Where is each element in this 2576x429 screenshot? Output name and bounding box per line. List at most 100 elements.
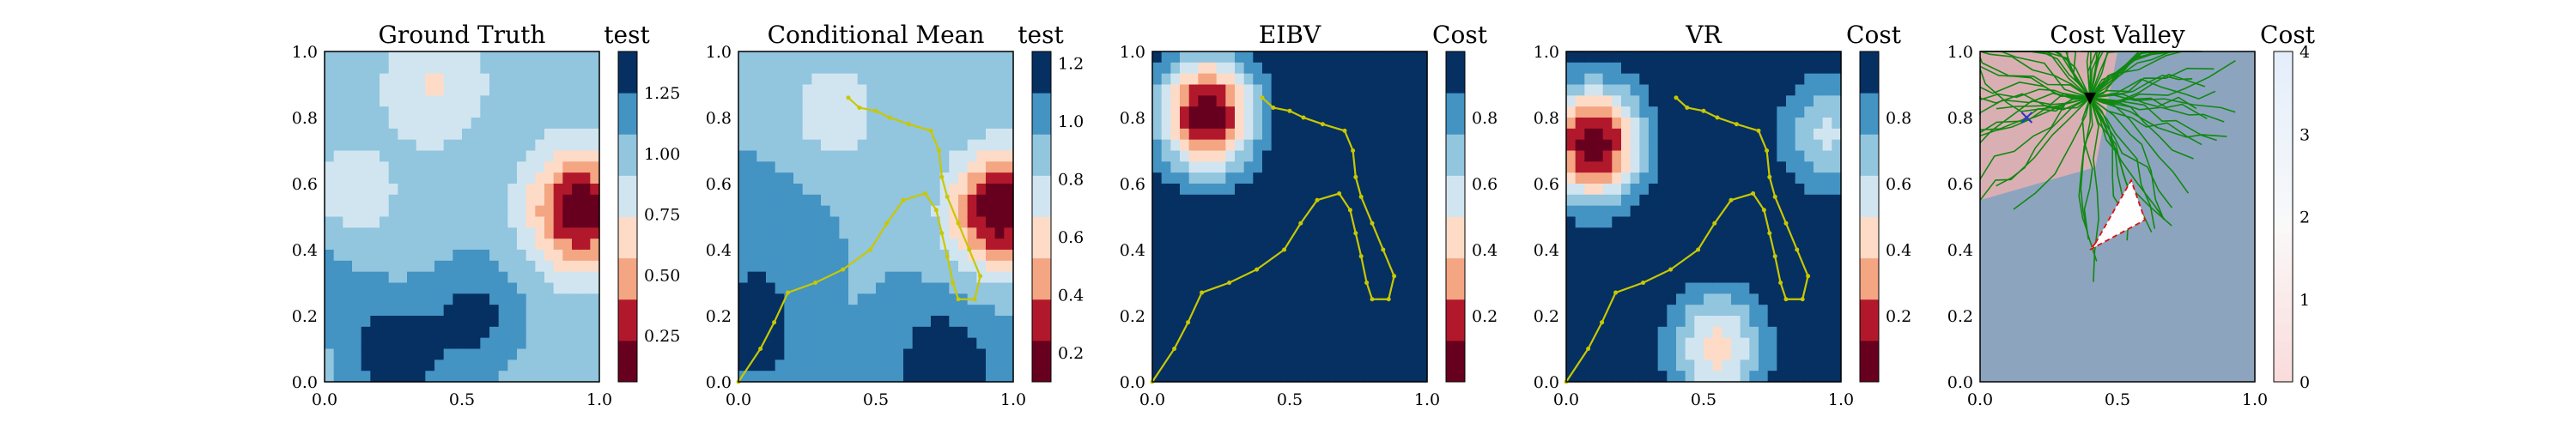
heatmap-cell [480, 326, 490, 339]
heatmap-cell [1704, 95, 1714, 107]
heatmap-cell [1749, 106, 1759, 118]
heatmap-cell [553, 118, 563, 130]
heatmap-cell [1180, 305, 1190, 317]
colorbar-label: test [604, 21, 650, 49]
heatmap-cell [1400, 239, 1410, 251]
heatmap-cell [553, 271, 563, 284]
heatmap-cell [434, 194, 445, 207]
heatmap-cell [1731, 360, 1741, 372]
heatmap-cell [876, 51, 886, 63]
heatmap-cell [407, 128, 417, 141]
heatmap-cell [848, 161, 859, 173]
heatmap-cell [1235, 305, 1245, 317]
heatmap-cell [325, 227, 335, 239]
heatmap-cell [416, 260, 426, 273]
heatmap-cell [1152, 260, 1163, 273]
heatmap-cell [1280, 316, 1291, 328]
heatmap-cell [1408, 348, 1419, 360]
heatmap-cell [517, 184, 527, 196]
heatmap-cell [903, 73, 914, 86]
heatmap-cell [1225, 118, 1236, 130]
heatmap-cell [1777, 161, 1787, 173]
trajectory-line [738, 97, 981, 383]
heatmap-cell [1584, 282, 1595, 294]
heatmap-cell [1235, 293, 1245, 305]
heatmap-cell [1418, 128, 1428, 141]
heatmap-cell [1253, 139, 1263, 152]
heatmap-cell [471, 371, 481, 383]
heatmap-cell [1161, 184, 1171, 196]
heatmap-cell [526, 62, 536, 75]
colorbar-band [2274, 142, 2293, 152]
heatmap-cell [480, 337, 490, 350]
heatmap-cell [1649, 150, 1659, 162]
colorbar-band [1032, 51, 1051, 94]
heatmap-cell [1326, 216, 1336, 228]
heatmap-cell [1594, 239, 1604, 251]
heatmap-cell [352, 326, 362, 339]
heatmap-cell [994, 150, 1005, 162]
heatmap-cell [1649, 337, 1659, 350]
heatmap-cell [1170, 360, 1181, 372]
heatmap-cell [821, 128, 831, 141]
heatmap-cell [1161, 250, 1171, 262]
heatmap-cell [986, 305, 996, 317]
heatmap-cell [1225, 128, 1236, 141]
heatmap-cell [380, 371, 390, 383]
heatmap-cell [416, 128, 426, 141]
heatmap-cell [325, 326, 335, 339]
heatmap-cell [976, 216, 987, 228]
heatmap-cell [1363, 139, 1373, 152]
heatmap-cell [1170, 84, 1181, 96]
heatmap-cell [1298, 172, 1309, 184]
heatmap-cell [894, 227, 904, 239]
heatmap-cell [1390, 51, 1400, 63]
heatmap-cell [1594, 371, 1604, 383]
heatmap-cell [434, 150, 445, 162]
heatmap-cell [361, 227, 371, 239]
heatmap-cell [416, 271, 426, 284]
heatmap-cell [976, 293, 987, 305]
heatmap-cell [416, 205, 426, 218]
y-tick-label: 0.4 [292, 241, 318, 260]
heatmap-cell [1612, 150, 1622, 162]
heatmap-cell [958, 62, 969, 75]
heatmap-cell [802, 282, 812, 294]
heatmap-cell [857, 139, 867, 152]
heatmap-cell [967, 84, 977, 96]
heatmap-cell [1832, 194, 1842, 207]
colorbar-label: Cost [1846, 21, 1902, 49]
heatmap-cell [1271, 260, 1281, 273]
heatmap-cell [498, 84, 508, 96]
heatmap-cell [471, 73, 481, 86]
heatmap-cell [784, 106, 794, 118]
trajectory-point [1364, 281, 1370, 285]
heatmap-cell [976, 62, 987, 75]
heatmap-cell [580, 118, 591, 130]
heatmap-cell [766, 326, 776, 339]
heatmap-cell [1235, 106, 1245, 118]
heatmap-cell [388, 106, 398, 118]
heatmap-cell [1290, 118, 1300, 130]
heatmap-cell [1400, 172, 1410, 184]
heatmap-cell [994, 62, 1005, 75]
trajectory-point [1800, 297, 1805, 302]
heatmap-cell [1345, 51, 1355, 63]
heatmap-cell [1335, 260, 1346, 273]
heatmap-cell [1243, 205, 1254, 218]
heatmap-cell [1152, 326, 1163, 339]
heatmap-cell [1694, 205, 1704, 218]
heatmap-cell [1594, 227, 1604, 239]
heatmap-cell [380, 250, 390, 262]
heatmap-cell [480, 106, 490, 118]
heatmap-cell [1685, 316, 1695, 328]
heatmap-cell [1262, 205, 1273, 218]
heatmap-cell [1280, 161, 1291, 173]
heatmap-cell [471, 62, 481, 75]
heatmap-cell [1188, 239, 1199, 251]
heatmap-cell [544, 216, 555, 228]
heatmap-cell [1832, 250, 1842, 262]
heatmap-cell [1180, 51, 1190, 63]
trajectory-point [951, 281, 956, 285]
heatmap-cell [343, 305, 353, 317]
